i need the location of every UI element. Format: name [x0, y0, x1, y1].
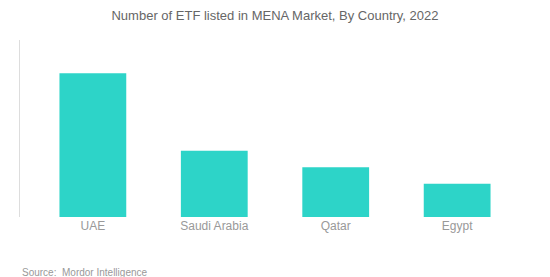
svg-text:Source: Mordor Intelligence: Source: Mordor Intelligence	[22, 267, 148, 277]
svg-text:Saudi Arabia: Saudi Arabia	[180, 219, 248, 233]
svg-text:UAE: UAE	[81, 219, 106, 233]
svg-text:Number of ETF listed in MENA M: Number of ETF listed in MENA Market, By …	[111, 8, 438, 23]
svg-text:Egypt: Egypt	[442, 219, 473, 233]
svg-text:Qatar: Qatar	[321, 219, 351, 233]
